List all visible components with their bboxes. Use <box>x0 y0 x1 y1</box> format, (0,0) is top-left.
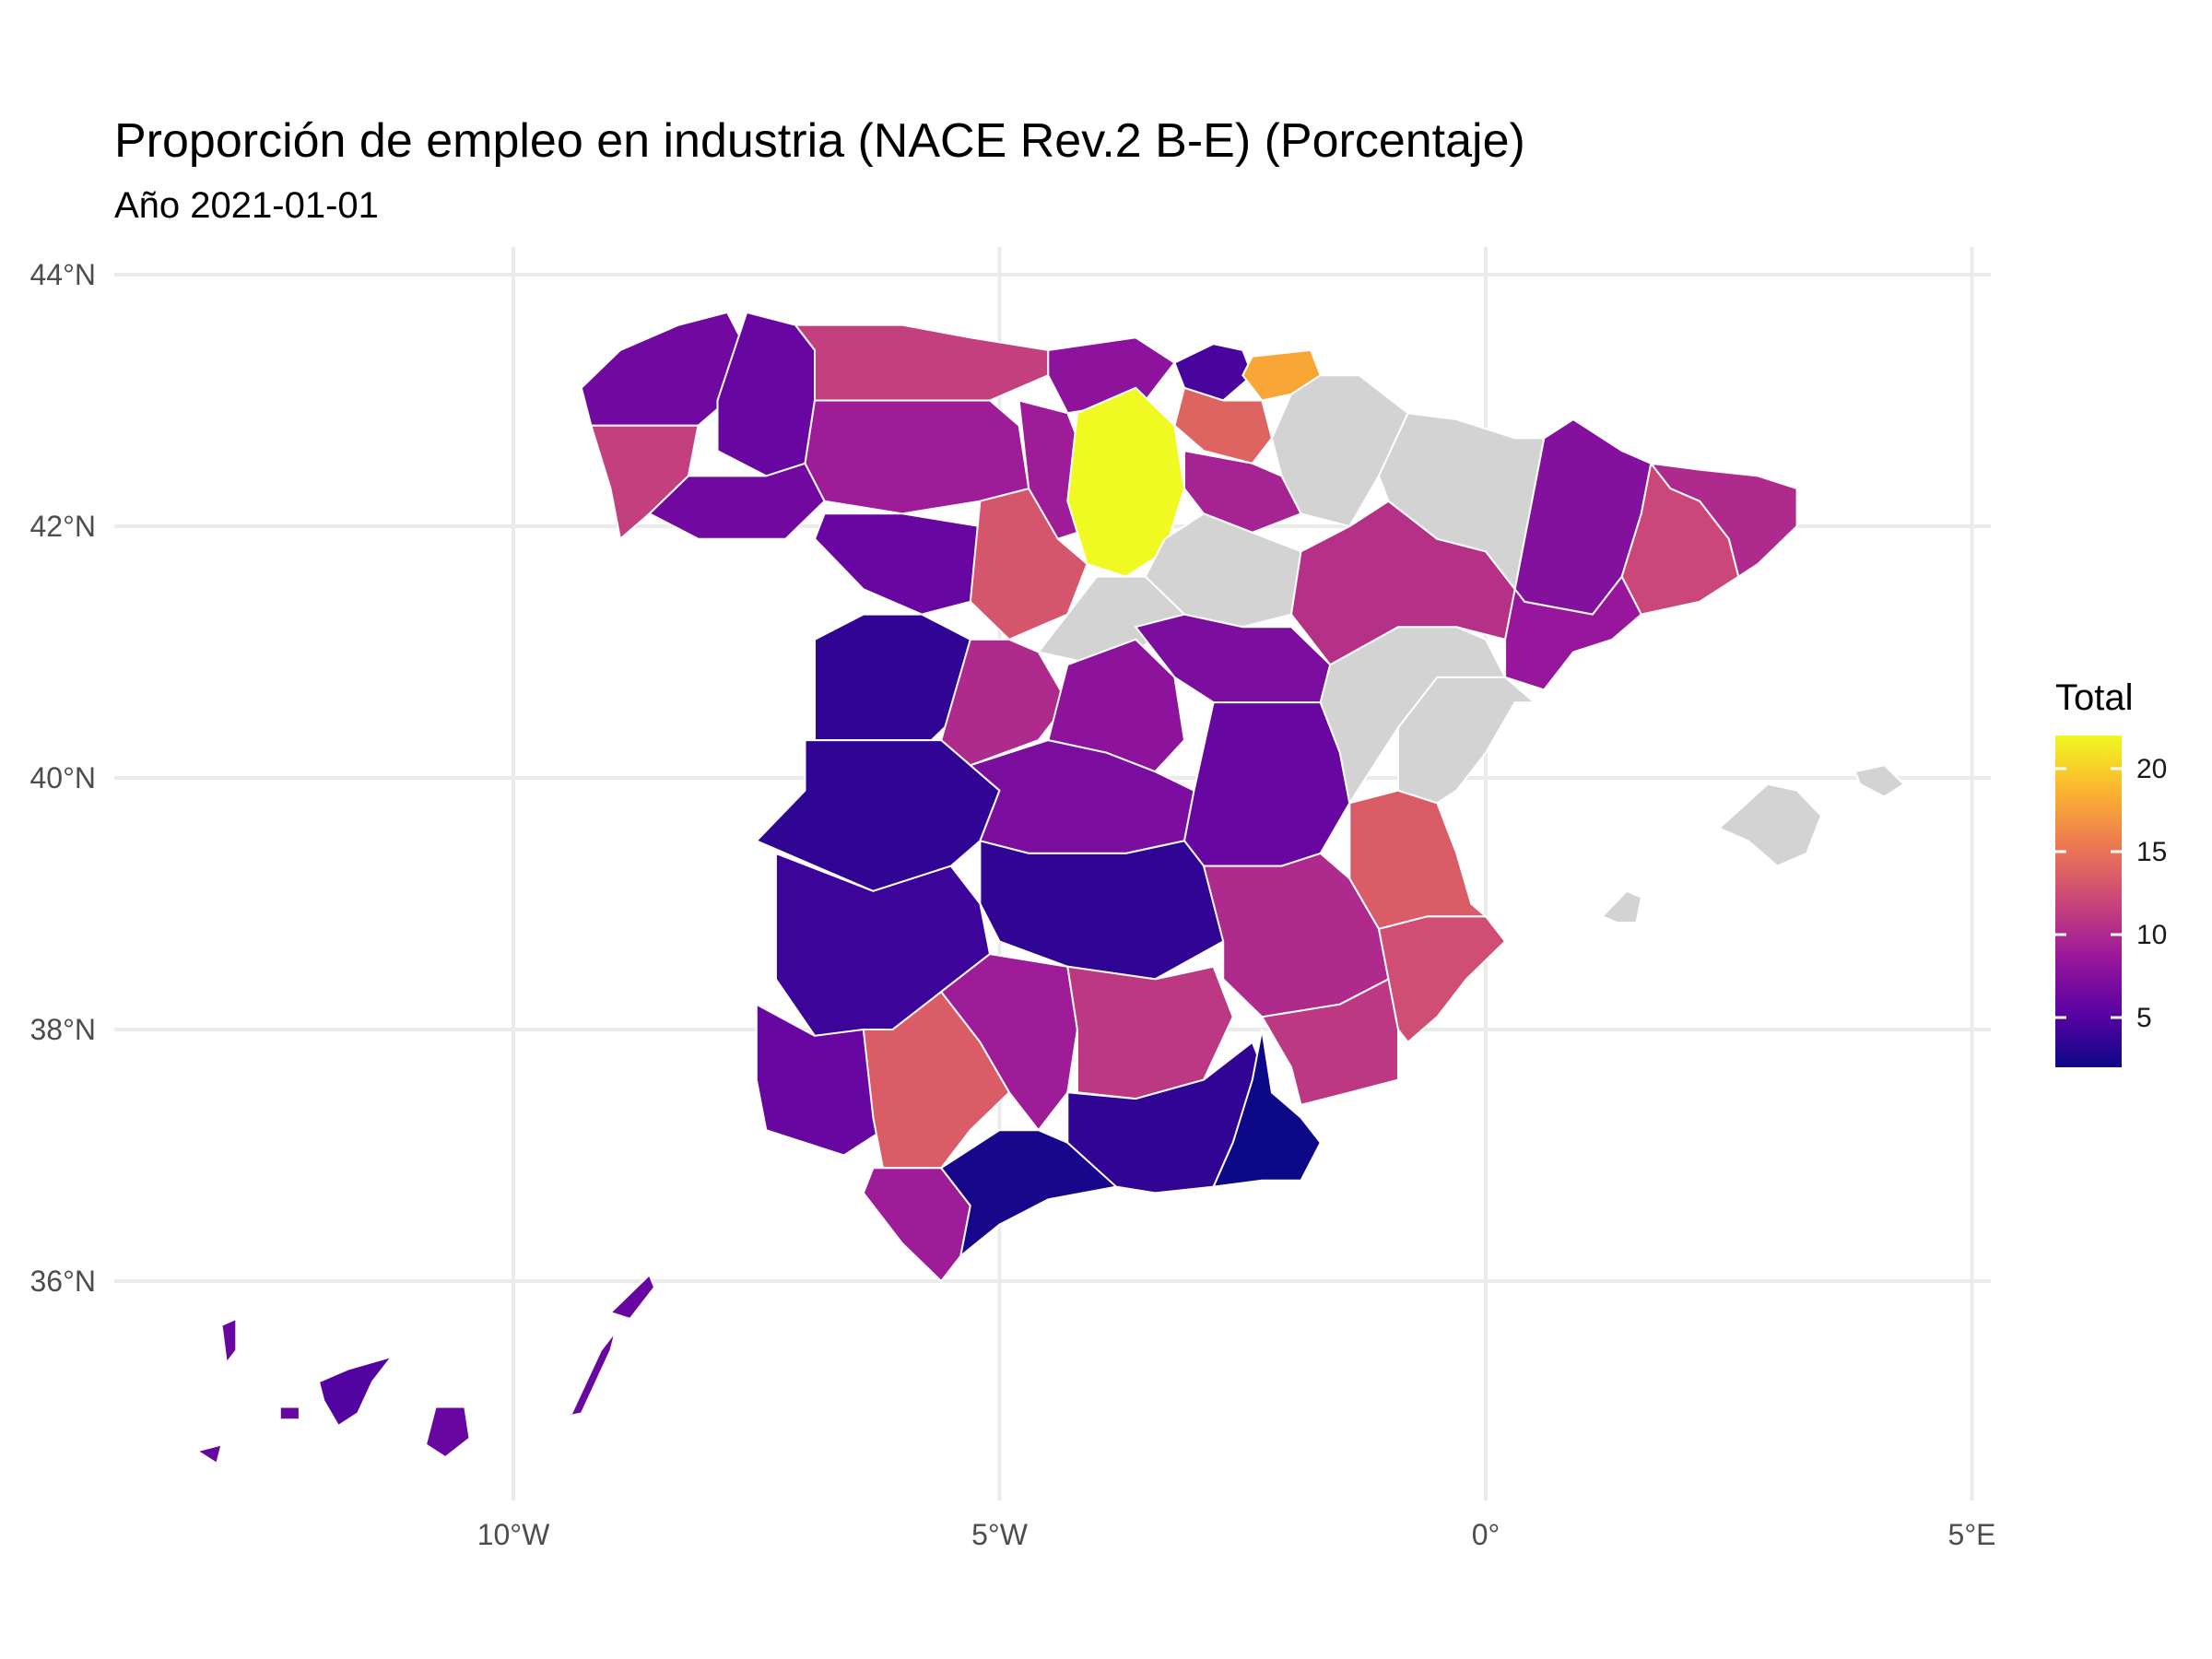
region-tenerife[interactable] <box>317 1355 394 1428</box>
region-murcia[interactable] <box>1260 977 1399 1107</box>
region-zamora[interactable] <box>813 512 982 616</box>
region-granca[interactable] <box>424 1406 471 1459</box>
chart-title: Proporción de empleo en industria (NACE … <box>114 114 1525 168</box>
region-menorca[interactable] <box>1853 764 1906 798</box>
y-axis-ticks: 44°N 42°N 40°N 38°N 36°N <box>30 258 97 1298</box>
legend-tick-label-1: 15 <box>2136 837 2167 867</box>
legend-tick-label-3: 5 <box>2136 1003 2152 1033</box>
region-ourense[interactable] <box>648 462 826 540</box>
region-sevilla[interactable] <box>862 990 1011 1170</box>
region-ibiza[interactable] <box>1600 889 1642 924</box>
region-lanzarote[interactable] <box>608 1273 656 1321</box>
region-gomera[interactable] <box>278 1406 300 1421</box>
region-valladolid[interactable] <box>969 487 1088 641</box>
region-girona[interactable] <box>1649 462 1798 579</box>
region-larioja[interactable] <box>1183 449 1302 534</box>
legend-tick-label-2: 10 <box>2136 920 2167 950</box>
region-almeria[interactable] <box>1211 1029 1322 1188</box>
legend-title: Total <box>2055 677 2134 718</box>
region-asturias[interactable] <box>793 324 1050 402</box>
region-fuerteventura[interactable] <box>551 1330 617 1421</box>
legend-colorbar <box>2055 735 2122 1067</box>
x-axis-ticks: 10°W 5°W 0° 5°E <box>477 1518 1996 1551</box>
map-regions <box>194 311 1906 1465</box>
y-tick-label-1: 42°N <box>30 510 97 543</box>
y-tick-label-0: 44°N <box>30 258 97 291</box>
legend: Total 20 15 10 5 <box>2055 677 2167 1067</box>
legend-ticks: 20 15 10 5 <box>2055 754 2167 1033</box>
y-tick-label-4: 36°N <box>30 1265 97 1298</box>
region-lapalma[interactable] <box>220 1317 238 1366</box>
region-alava[interactable] <box>1173 386 1273 465</box>
x-tick-label-3: 5°E <box>1948 1518 1996 1551</box>
region-navarra[interactable] <box>1270 374 1409 528</box>
x-tick-label-2: 0° <box>1472 1518 1500 1551</box>
y-tick-label-2: 40°N <box>30 761 97 794</box>
chart-subtitle: Año 2021-01-01 <box>114 185 379 226</box>
region-mallorca[interactable] <box>1717 782 1823 867</box>
region-cuenca[interactable] <box>1182 701 1351 867</box>
region-valencia[interactable] <box>1348 789 1488 930</box>
x-tick-label-1: 5°W <box>971 1518 1029 1551</box>
legend-tick-label-0: 20 <box>2136 754 2167 784</box>
y-tick-label-3: 38°N <box>30 1013 97 1046</box>
x-tick-label-0: 10°W <box>477 1518 550 1551</box>
region-caceres[interactable] <box>755 739 1001 892</box>
region-hierro[interactable] <box>194 1443 223 1465</box>
